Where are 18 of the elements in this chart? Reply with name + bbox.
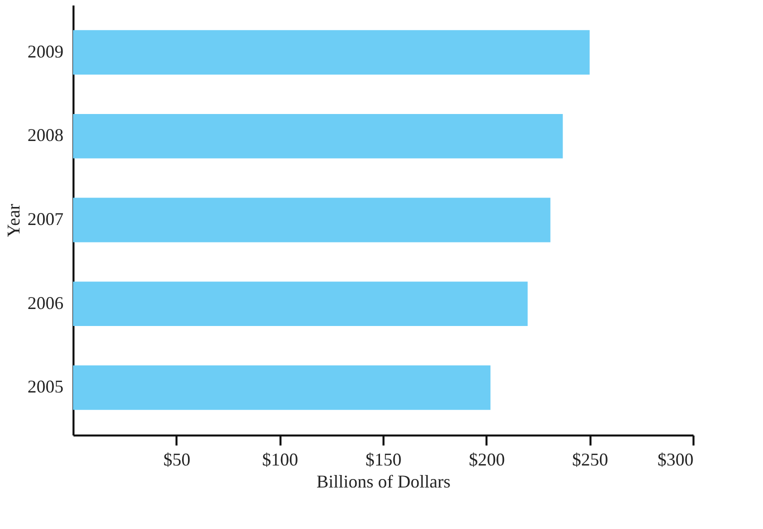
y-tick-label: 2007	[28, 209, 64, 229]
x-axis-title: Billions of Dollars	[316, 472, 450, 492]
bar	[73, 30, 590, 75]
x-tick-label: $200	[468, 450, 505, 470]
x-tick-label: $250	[572, 450, 608, 470]
x-tick-label: $300	[658, 450, 694, 470]
y-tick-label: 2008	[28, 125, 64, 146]
x-tick-label: $50	[163, 450, 190, 470]
bar	[73, 365, 490, 410]
y-tick-label: 2009	[28, 41, 64, 62]
x-tick-label: $100	[262, 450, 298, 470]
bar	[73, 198, 550, 242]
y-tick-label: 2006	[28, 292, 64, 313]
bar	[73, 282, 528, 326]
y-tick-label: 2005	[28, 376, 64, 397]
x-tick-label: $150	[366, 450, 402, 470]
y-axis-title: Year	[4, 204, 24, 238]
bar	[73, 114, 563, 158]
